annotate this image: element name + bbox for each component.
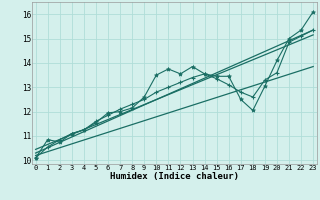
X-axis label: Humidex (Indice chaleur): Humidex (Indice chaleur) [110, 172, 239, 181]
